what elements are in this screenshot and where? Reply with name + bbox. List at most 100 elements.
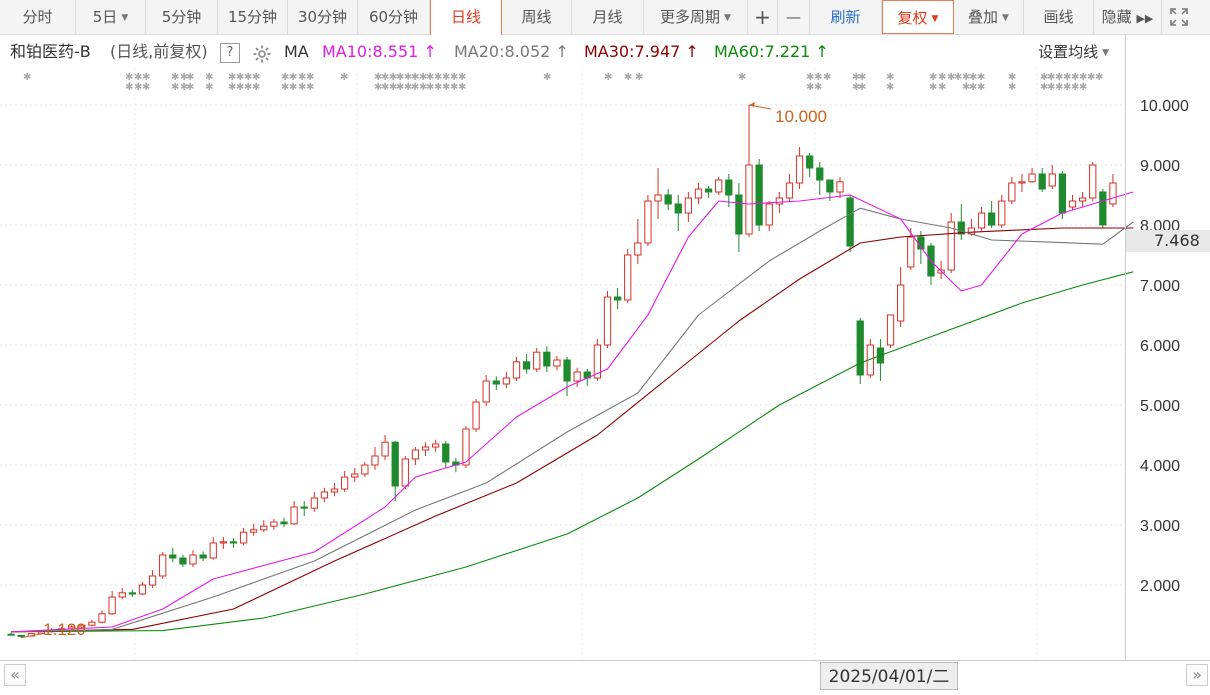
overlay-dropdown[interactable]: 叠加 ▼: [954, 0, 1024, 34]
candle-body: [108, 596, 116, 615]
event-marker: ✱: [1055, 82, 1063, 93]
tab-5day[interactable]: 5日 ▼: [76, 0, 146, 34]
candle-body: [128, 592, 136, 595]
draw-line-button[interactable]: 画线: [1024, 0, 1094, 34]
event-marker: ✱: [125, 82, 133, 93]
candle-body: [613, 296, 622, 301]
event-marker: ✱: [419, 82, 427, 93]
event-marker: ✱: [411, 72, 419, 83]
gear-icon[interactable]: [252, 43, 272, 75]
zoom-in-button[interactable]: +: [748, 0, 778, 34]
candle-body: [492, 380, 500, 385]
event-marker: ✱: [205, 72, 213, 83]
refresh-button[interactable]: 刷新: [810, 0, 882, 34]
candle-body: [735, 194, 743, 235]
event-marker: ✱: [1008, 82, 1016, 93]
more-periods-dropdown[interactable]: 更多周期 ▼: [644, 0, 748, 34]
event-marker: ✱: [1040, 82, 1048, 93]
candle-body: [846, 197, 854, 247]
time-axis: [0, 660, 1210, 695]
candle-body: [229, 541, 238, 544]
y-tick-label: 2.000: [1140, 578, 1180, 595]
tab-minute[interactable]: 分时: [0, 0, 76, 34]
tab-15min[interactable]: 15分钟: [218, 0, 288, 34]
zoom-out-button[interactable]: —: [778, 0, 810, 34]
event-marker: ✱: [962, 72, 970, 83]
candle-body: [1099, 191, 1107, 226]
candle-body: [1109, 182, 1117, 205]
tab-5min[interactable]: 5分钟: [146, 0, 218, 34]
caret-down-icon: ▼: [724, 13, 731, 23]
fullscreen-button[interactable]: [1162, 0, 1196, 34]
candle-body: [603, 296, 612, 346]
candle-body: [502, 377, 511, 385]
tab-30min[interactable]: 30分钟: [288, 0, 358, 34]
double-chevron-right-icon: ▶▶: [1136, 12, 1154, 25]
event-marker: ✱: [389, 82, 397, 93]
candle-body: [624, 254, 632, 301]
candle-body: [543, 351, 551, 367]
y-tick-label: 4.000: [1140, 458, 1180, 475]
axis-divider: [1125, 34, 1126, 660]
candle-body: [795, 155, 804, 184]
event-marker: ✱: [171, 82, 179, 93]
caret-down-icon: ▼: [121, 13, 129, 23]
candle-body: [462, 428, 470, 466]
tab-daily[interactable]: 日线: [430, 0, 502, 35]
ma60-value: MA60:7.221 ↑: [714, 42, 829, 61]
candle-body: [78, 624, 86, 628]
indicator-bar: 和铂医药-B (日线,前复权) ? MA MA10:8.551 ↑ MA20:8…: [0, 36, 1125, 68]
candle-body: [260, 525, 268, 531]
candle-body: [88, 621, 96, 626]
tab-60min[interactable]: 60分钟: [358, 0, 430, 34]
scroll-right-button[interactable]: »: [1186, 664, 1208, 686]
y-tick-label: 3.000: [1140, 518, 1180, 535]
candle-body: [684, 197, 692, 214]
candle-body: [1048, 173, 1056, 187]
event-marker: ✱: [236, 82, 244, 93]
help-button[interactable]: ?: [220, 43, 240, 63]
candle-body: [341, 476, 349, 490]
event-marker: ✱: [289, 72, 297, 83]
event-marker: ✱: [404, 72, 412, 83]
event-marker: ✱: [1079, 72, 1087, 83]
candle-body: [886, 314, 895, 346]
tab-weekly[interactable]: 周线: [502, 0, 572, 34]
candle-body: [1068, 200, 1077, 208]
candle-body: [897, 284, 905, 322]
candle-body: [421, 446, 430, 451]
event-marker: ✱: [1095, 72, 1103, 83]
event-marker: ✱: [442, 82, 450, 93]
y-tick-label: 9.000: [1140, 158, 1180, 175]
event-marker: ✱: [852, 72, 860, 83]
event-marker: ✱: [442, 72, 450, 83]
candle-body: [512, 361, 521, 379]
event-marker: ✱: [938, 72, 946, 83]
set-ma-dropdown[interactable]: 设置均线 ▼: [1038, 43, 1109, 61]
candle-body: [715, 179, 723, 193]
adjust-rights-dropdown[interactable]: 复权 ▼: [882, 0, 954, 34]
tab-monthly[interactable]: 月线: [572, 0, 644, 34]
candle-body: [765, 203, 773, 226]
candle-body: [755, 164, 763, 226]
candle-body: [138, 584, 147, 595]
event-marker: ✱: [458, 72, 466, 83]
event-marker: ✱: [306, 72, 314, 83]
candle-body: [482, 380, 490, 403]
candle-body: [239, 531, 248, 544]
ma30-line: [11, 227, 1134, 633]
scroll-left-button[interactable]: «: [4, 664, 26, 686]
event-marker: ✱: [244, 82, 252, 93]
event-marker: ✱: [374, 82, 382, 93]
ma20-value: MA20:8.052 ↑: [454, 42, 569, 61]
ma30-value: MA30:7.947 ↑: [584, 42, 699, 61]
event-marker: ✱: [23, 72, 31, 83]
kline-chart[interactable]: 10.0009.0008.0007.0006.0005.0004.0003.00…: [0, 68, 1210, 660]
hide-button[interactable]: 隐藏 ▶▶: [1094, 0, 1162, 34]
caret-down-icon: ▼: [931, 14, 939, 24]
event-marker: ✱: [738, 72, 746, 83]
ma-label: MA: [284, 42, 309, 61]
event-marker: ✱: [426, 72, 434, 83]
candle-body: [826, 179, 834, 193]
event-marker: ✱: [404, 82, 412, 93]
